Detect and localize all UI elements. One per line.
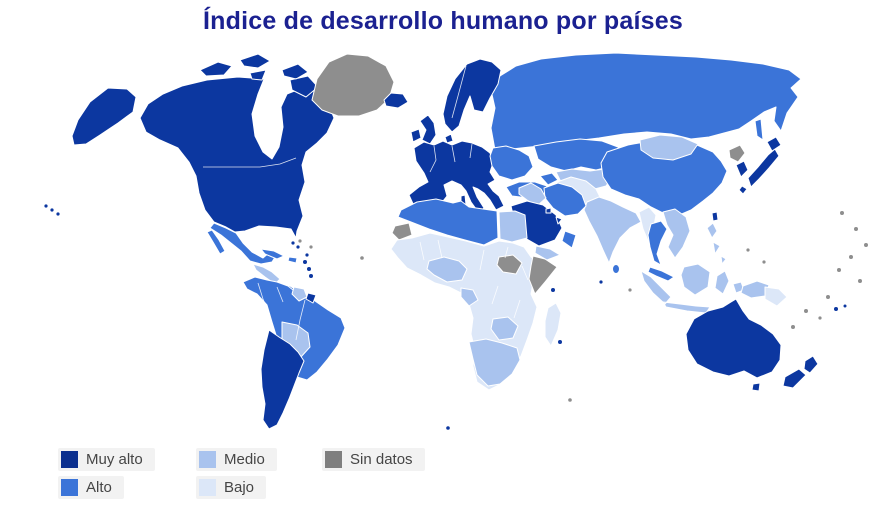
legend-item-muy-alto: Muy alto <box>58 447 155 471</box>
region-west-africa-gulf <box>426 256 468 283</box>
region-cuba <box>260 248 285 260</box>
region-iceland <box>383 92 409 109</box>
region-japan <box>738 136 782 195</box>
region-philippines <box>706 222 727 265</box>
legend: Muy alto Alto Medio Bajo Sin datos <box>58 445 482 501</box>
region-south-korea <box>735 160 749 178</box>
region-greenland <box>311 53 395 117</box>
region-guyana-suriname <box>291 286 308 302</box>
legend-label-alto: Alto <box>86 478 112 496</box>
legend-swatch-bajo <box>199 478 216 496</box>
region-iran <box>543 182 587 217</box>
legend-item-alto: Alto <box>58 475 124 499</box>
region-papua-new-guinea <box>764 286 788 307</box>
region-pacific-islands-minor <box>298 211 868 402</box>
region-ukraine-belarus <box>489 145 534 181</box>
region-caribbean-islands <box>291 241 313 278</box>
region-scandinavia <box>442 58 502 144</box>
legend-swatch-medio <box>199 450 216 468</box>
region-north-korea <box>728 144 746 163</box>
region-oman <box>561 230 577 249</box>
region-south-sudan <box>496 254 523 275</box>
region-chile-argentina <box>260 329 305 430</box>
legend-label-bajo: Bajo <box>224 478 255 496</box>
region-sub-saharan-africa <box>390 232 541 391</box>
legend-item-medio: Medio <box>196 447 277 471</box>
region-uk-ireland <box>410 114 437 145</box>
region-canadian-arctic-islands <box>199 53 319 98</box>
region-new-zealand <box>782 355 819 389</box>
region-maghreb-libya <box>397 198 499 246</box>
region-french-guiana <box>305 292 317 304</box>
legend-label-sin-datos: Sin datos <box>350 450 413 468</box>
region-hispaniola <box>287 256 298 264</box>
region-island-states-minor <box>446 280 847 430</box>
region-central-america <box>252 263 281 285</box>
region-southern-africa <box>468 338 521 387</box>
region-alaska <box>71 87 137 146</box>
region-gabon-congo <box>460 287 479 307</box>
legend-item-sin-datos: Sin datos <box>322 447 425 471</box>
region-australia <box>685 298 782 392</box>
region-western-sahara <box>391 222 413 241</box>
legend-label-muy-alto: Muy alto <box>86 450 143 468</box>
region-sri-lanka <box>612 264 620 274</box>
region-iraq-syria <box>518 182 547 207</box>
legend-item-bajo: Bajo <box>196 475 267 499</box>
region-canada-usa <box>139 76 335 239</box>
region-madagascar <box>544 302 562 347</box>
region-thailand <box>647 220 668 266</box>
region-gulf-states <box>545 207 563 225</box>
region-zambia-zimbabwe <box>490 316 519 341</box>
legend-swatch-alto <box>61 478 78 496</box>
region-mongolia <box>639 134 699 161</box>
legend-swatch-sin-datos <box>325 450 342 468</box>
region-indonesia <box>640 263 745 314</box>
region-taiwan <box>711 211 719 222</box>
legend-swatch-muy-alto <box>61 450 78 468</box>
region-somalia <box>528 255 558 295</box>
country-borders <box>203 65 529 341</box>
map-title: Índice de desarrollo humano por países <box>203 7 683 35</box>
region-indochina <box>662 208 691 259</box>
region-russia <box>490 52 802 151</box>
region-egypt <box>498 210 528 243</box>
region-hawaii <box>44 204 60 216</box>
legend-label-medio: Medio <box>224 450 265 468</box>
region-india <box>583 196 642 264</box>
region-yemen <box>534 245 561 261</box>
